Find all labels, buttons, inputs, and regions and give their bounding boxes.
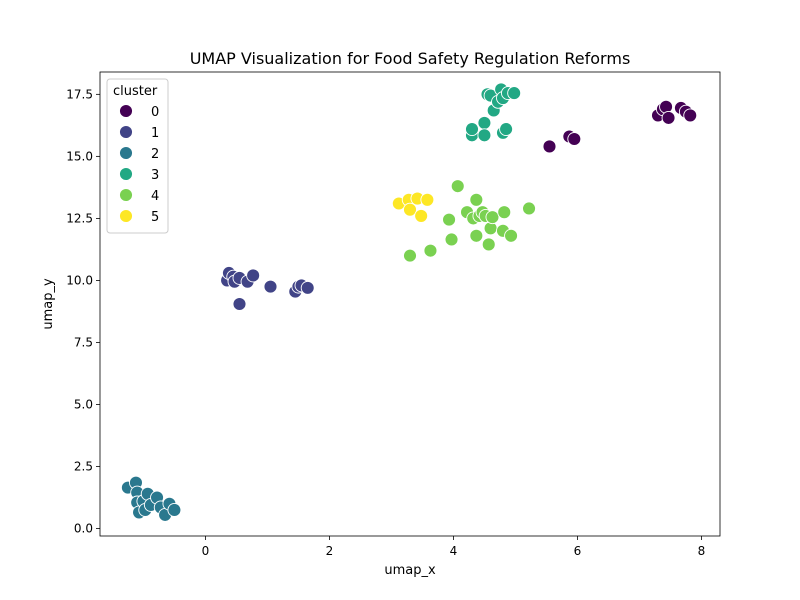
cluster-4-point <box>497 205 512 220</box>
cluster-3-point <box>465 122 479 137</box>
cluster-0-point <box>542 139 557 154</box>
legend-marker-cluster-1 <box>119 125 133 139</box>
cluster-1-point <box>246 268 261 283</box>
legend-marker-cluster-0 <box>119 104 133 118</box>
cluster-4-point <box>442 212 457 227</box>
cluster-0-point <box>683 108 698 123</box>
cluster-3-point <box>477 115 492 130</box>
cluster-5-point <box>420 192 435 207</box>
cluster-5-point <box>403 202 417 217</box>
legend-marker-cluster-5 <box>119 209 133 223</box>
legend-label-cluster-3: 3 <box>151 168 159 183</box>
cluster-4-point <box>485 210 500 225</box>
cluster-1-point <box>232 297 247 311</box>
cluster-4-point <box>444 232 459 247</box>
y-axis-label: umap_y <box>41 278 56 330</box>
y-tick-label: 0.0 <box>74 522 93 536</box>
y-axis-ticks: 0.0 2.5 5.0 7.5 10.0 12.5 15.0 17.5 <box>66 87 100 536</box>
cluster-5-point <box>414 208 429 223</box>
cluster-4-point <box>450 179 465 194</box>
x-tick-label: 6 <box>574 544 582 558</box>
cluster-2-point <box>167 502 182 517</box>
axes-frame <box>99 71 721 537</box>
y-tick-label: 5.0 <box>74 397 93 411</box>
y-tick-label: 15.0 <box>66 149 93 163</box>
chart-title: UMAP Visualization for Food Safety Regul… <box>190 49 631 68</box>
plot-area <box>99 71 721 537</box>
cluster-4-point <box>469 228 484 243</box>
y-tick-label: 12.5 <box>66 211 93 225</box>
legend-label-cluster-1: 1 <box>151 126 159 141</box>
cluster-4-point <box>504 228 519 243</box>
x-tick-label: 4 <box>450 544 458 558</box>
legend: cluster 0 1 2 3 4 5 <box>106 78 169 234</box>
legend-label-cluster-0: 0 <box>151 105 159 120</box>
cluster-0-point <box>567 132 582 146</box>
legend-label-cluster-4: 4 <box>151 189 159 204</box>
y-tick-label: 17.5 <box>66 87 93 101</box>
x-tick-label: 8 <box>698 544 706 558</box>
x-axis-ticks: 0 2 4 6 8 <box>202 536 706 558</box>
legend-label-cluster-2: 2 <box>151 147 159 162</box>
x-tick-label: 0 <box>202 544 210 558</box>
y-tick-label: 10.0 <box>66 273 93 287</box>
cluster-4-point <box>481 237 496 252</box>
cluster-0-point <box>661 110 676 125</box>
cluster-1-point <box>300 280 315 295</box>
cluster-3-point <box>507 86 522 101</box>
cluster-3-point <box>499 122 514 137</box>
cluster-4-point <box>423 243 438 258</box>
x-tick-label: 2 <box>326 544 334 558</box>
cluster-4-point <box>522 201 536 216</box>
legend-marker-cluster-4 <box>119 188 133 202</box>
cluster-4-point <box>469 192 484 207</box>
cluster-3-point <box>477 128 492 143</box>
legend-marker-cluster-3 <box>119 167 133 181</box>
y-tick-label: 2.5 <box>74 460 93 474</box>
legend-label-cluster-5: 5 <box>151 210 159 225</box>
y-tick-label: 7.5 <box>74 335 93 349</box>
cluster-1-point <box>263 279 278 294</box>
legend-title: cluster <box>113 84 158 99</box>
cluster-4-point <box>403 248 417 263</box>
legend-marker-cluster-2 <box>119 146 133 160</box>
x-axis-label: umap_x <box>384 563 436 578</box>
